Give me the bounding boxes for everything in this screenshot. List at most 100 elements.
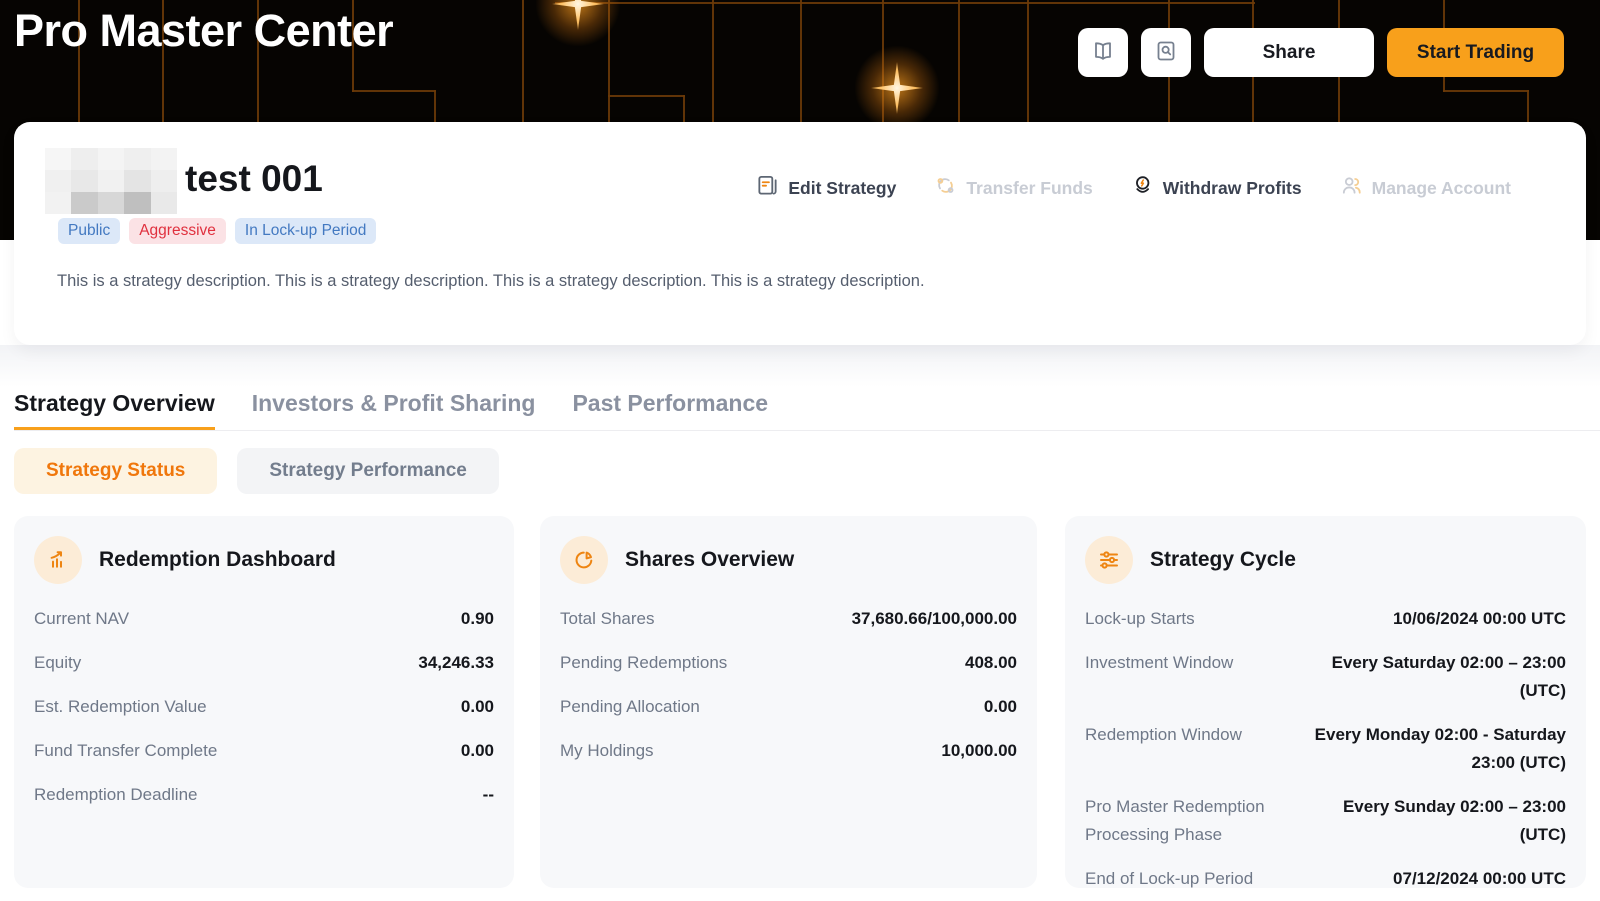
row-value: -- <box>482 785 494 805</box>
redacted-avatar <box>45 148 177 214</box>
table-row: Total Shares 37,680.66/100,000.00 <box>560 597 1017 641</box>
sliders-icon <box>1085 536 1133 584</box>
table-row: Pending Redemptions 408.00 <box>560 641 1017 685</box>
badge-lockup: In Lock-up Period <box>234 218 377 244</box>
header-actions: Share Start Trading <box>1078 28 1564 77</box>
row-value: 0.00 <box>460 697 494 717</box>
audit-search-icon <box>1154 39 1178 66</box>
card-shadow-fade <box>0 345 1600 387</box>
table-row: Pending Allocation 0.00 <box>560 685 1017 729</box>
row-value: 07/12/2024 00:00 UTC <box>1393 869 1566 889</box>
row-value: 0.90 <box>460 609 494 628</box>
main-tabs: Strategy Overview Investors & Profit Sha… <box>14 377 1600 431</box>
strategy-name: test 001 <box>185 158 323 199</box>
card-header: Redemption Dashboard <box>14 516 514 584</box>
table-row: My Holdings 10,000.00 <box>560 729 1017 773</box>
row-label: Redemption Deadline <box>34 785 198 805</box>
transfer-funds-icon <box>934 174 957 202</box>
row-label: Pending Redemptions <box>560 653 728 673</box>
circuit-line <box>257 0 259 240</box>
action-label: Manage Account <box>1371 177 1511 198</box>
strategy-badges: Public Aggressive In Lock-up Period <box>58 218 377 244</box>
action-label: Transfer Funds <box>966 177 1093 198</box>
row-label: Est. Redemption Value <box>34 697 207 717</box>
strategy-summary-card: test 001 Public Aggressive In Lock-up Pe… <box>14 122 1586 345</box>
circuit-line <box>1443 90 1529 92</box>
strategy-cycle-card: Strategy Cycle Lock-up Starts 10/06/2024… <box>1065 516 1586 888</box>
row-value: Every Monday 02:00 - Saturday 23:00 (UTC… <box>1314 725 1566 773</box>
table-row: Redemption Window Every Monday 02:00 - S… <box>1085 713 1566 785</box>
table-row: Fund Transfer Complete 0.00 <box>34 729 494 773</box>
sub-tabs: Strategy Status Strategy Performance <box>14 448 499 494</box>
row-value: 37,680.66/100,000.00 <box>851 609 1017 628</box>
table-row: Pro Master Redemption Processing Phase E… <box>1085 785 1566 857</box>
circuit-line <box>522 0 524 240</box>
circuit-line <box>1252 0 1254 240</box>
action-label: Edit Strategy <box>788 177 897 198</box>
badge-public: Public <box>58 218 121 244</box>
circuit-line <box>1338 0 1340 240</box>
table-row: Investment Window Every Saturday 02:00 –… <box>1085 641 1566 713</box>
tab-strategy-overview[interactable]: Strategy Overview <box>14 377 215 430</box>
circuit-line <box>162 0 164 240</box>
bar-chart-trend-icon <box>34 536 82 584</box>
circuit-line <box>958 0 960 240</box>
shares-overview-card: Shares Overview Total Shares 37,680.66/1… <box>540 516 1037 888</box>
card-title: Shares Overview <box>625 548 795 571</box>
card-title: Redemption Dashboard <box>99 548 336 571</box>
circuit-line <box>78 0 80 240</box>
card-header: Strategy Cycle <box>1065 516 1586 584</box>
row-value: 0.00 <box>460 741 494 761</box>
guide-button[interactable] <box>1078 28 1128 77</box>
row-label: Pending Allocation <box>560 697 700 717</box>
card-rows: Current NAV 0.90 Equity 34,246.33 Est. R… <box>14 584 514 817</box>
row-label: Redemption Window <box>1085 725 1242 745</box>
card-title: Strategy Cycle <box>1150 548 1296 571</box>
pie-chart-icon <box>560 536 608 584</box>
circuit-line <box>1027 0 1029 240</box>
circuit-line <box>800 0 802 240</box>
transfer-funds-button: Transfer Funds <box>934 174 1093 202</box>
circuit-line <box>555 2 1255 4</box>
start-trading-button[interactable]: Start Trading <box>1387 28 1564 77</box>
circuit-line <box>712 0 714 240</box>
row-label: Investment Window <box>1085 653 1234 673</box>
table-row: Est. Redemption Value 0.00 <box>34 685 494 729</box>
tab-past-performance[interactable]: Past Performance <box>572 377 768 430</box>
badge-aggressive: Aggressive <box>129 218 226 244</box>
subtab-strategy-status[interactable]: Strategy Status <box>14 448 218 494</box>
share-button[interactable]: Share <box>1204 28 1374 77</box>
edit-strategy-icon <box>756 174 779 202</box>
row-value: 0.00 <box>983 697 1017 717</box>
page-title: Pro Master Center <box>14 5 394 56</box>
row-value: 34,246.33 <box>418 653 494 673</box>
withdraw-profits-button[interactable]: Withdraw Profits <box>1131 174 1302 202</box>
manage-account-icon <box>1340 174 1363 202</box>
table-row: Equity 34,246.33 <box>34 641 494 685</box>
tab-investors-profit-sharing[interactable]: Investors & Profit Sharing <box>252 377 536 430</box>
row-label: My Holdings <box>560 741 654 761</box>
table-row: Lock-up Starts 10/06/2024 00:00 UTC <box>1085 597 1566 641</box>
subtab-strategy-performance[interactable]: Strategy Performance <box>237 448 499 494</box>
circuit-line <box>608 0 610 240</box>
circuit-line <box>352 0 354 92</box>
action-label: Withdraw Profits <box>1162 177 1302 198</box>
row-label: Lock-up Starts <box>1085 609 1195 628</box>
row-label: End of Lock-up Period <box>1085 869 1254 889</box>
redemption-dashboard-card: Redemption Dashboard Current NAV 0.90 Eq… <box>14 516 514 888</box>
row-label: Pro Master Redemption Processing Phase <box>1085 797 1265 845</box>
withdraw-profits-icon <box>1131 174 1154 202</box>
strategy-actions: Edit Strategy Transfer Funds <box>756 174 1511 202</box>
row-value: Every Saturday 02:00 – 23:00 (UTC) <box>1331 653 1566 701</box>
table-row: Redemption Deadline -- <box>34 773 494 817</box>
book-icon <box>1091 39 1115 66</box>
row-value: 10,000.00 <box>941 741 1017 761</box>
row-label: Equity <box>34 653 82 673</box>
table-row: Current NAV 0.90 <box>34 597 494 641</box>
circuit-line <box>352 90 436 92</box>
edit-strategy-button[interactable]: Edit Strategy <box>756 174 896 202</box>
row-label: Current NAV <box>34 609 130 628</box>
row-label: Total Shares <box>560 609 655 628</box>
card-header: Shares Overview <box>540 516 1037 584</box>
audit-button[interactable] <box>1141 28 1191 77</box>
